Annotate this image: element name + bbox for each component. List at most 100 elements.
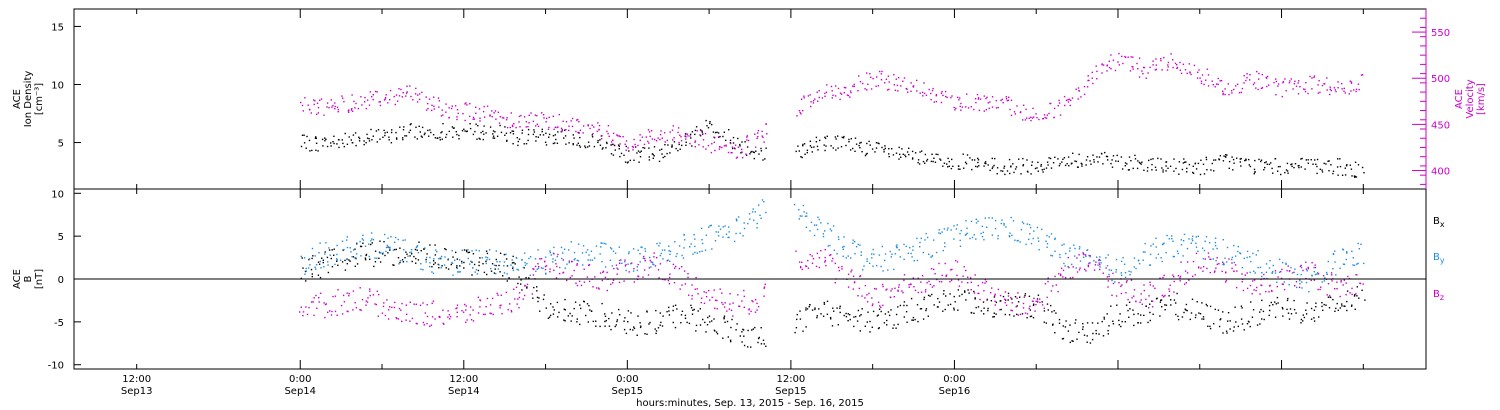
bx-point bbox=[758, 336, 760, 339]
bz-point bbox=[1043, 307, 1045, 309]
bx-point bbox=[730, 340, 732, 343]
by-point bbox=[314, 255, 316, 257]
velocity-point bbox=[1075, 88, 1077, 90]
velocity-point bbox=[923, 82, 925, 84]
bz-point bbox=[866, 294, 868, 296]
bx-point bbox=[1328, 307, 1331, 309]
by-point bbox=[1098, 259, 1100, 262]
velocity-point bbox=[1118, 52, 1120, 55]
bz-point bbox=[1140, 299, 1142, 301]
density-point bbox=[483, 125, 485, 127]
velocity-point bbox=[456, 109, 459, 111]
density-point bbox=[667, 144, 669, 146]
legend-bx-sub: x bbox=[1440, 220, 1445, 229]
velocity-point bbox=[846, 94, 849, 96]
bx-point bbox=[949, 293, 951, 295]
by-point bbox=[1099, 256, 1101, 258]
by-point bbox=[1099, 259, 1101, 262]
velocity-point bbox=[570, 120, 572, 122]
velocity-point bbox=[721, 146, 723, 149]
by-point bbox=[931, 255, 933, 257]
bx-point bbox=[472, 253, 475, 255]
density-point bbox=[850, 138, 852, 140]
bz-point bbox=[1215, 267, 1217, 269]
by-point bbox=[676, 253, 678, 255]
velocity-point bbox=[970, 106, 972, 108]
bx-point bbox=[402, 261, 405, 263]
bx-point bbox=[805, 309, 807, 311]
by-point bbox=[542, 267, 544, 269]
bx-point bbox=[1286, 299, 1289, 302]
velocity-point bbox=[1129, 70, 1132, 72]
bx-point bbox=[1322, 309, 1324, 311]
density-point bbox=[403, 126, 405, 128]
bx-point bbox=[1227, 320, 1229, 322]
density-point bbox=[388, 139, 390, 141]
by-point bbox=[315, 268, 317, 270]
bx-point bbox=[1086, 341, 1088, 343]
bx-point bbox=[726, 320, 729, 323]
bz-point bbox=[1305, 261, 1307, 263]
bz-point bbox=[623, 280, 625, 282]
density-point bbox=[358, 137, 361, 140]
bz-point bbox=[616, 273, 618, 275]
density-point bbox=[1173, 170, 1175, 172]
velocity-point bbox=[689, 142, 691, 145]
by-point bbox=[591, 259, 593, 261]
velocity-point bbox=[866, 72, 868, 74]
density-point bbox=[917, 161, 919, 164]
bz-point bbox=[324, 303, 327, 306]
bx-point bbox=[895, 327, 897, 329]
bz-point bbox=[1198, 267, 1200, 269]
by-point bbox=[588, 254, 590, 256]
velocity-point bbox=[506, 117, 508, 119]
bz-point bbox=[566, 279, 568, 282]
density-point bbox=[523, 143, 525, 145]
density-point bbox=[1013, 171, 1015, 174]
velocity-point bbox=[953, 106, 955, 109]
density-point bbox=[1081, 165, 1083, 167]
velocity-point bbox=[425, 109, 428, 111]
density-point bbox=[1031, 161, 1033, 163]
density-point bbox=[405, 135, 408, 137]
bz-point bbox=[709, 299, 711, 301]
velocity-point bbox=[632, 146, 635, 148]
bz-point bbox=[1120, 292, 1123, 295]
bx-point bbox=[494, 268, 496, 270]
bz-point bbox=[1139, 301, 1141, 303]
bz-point bbox=[594, 276, 596, 278]
bx-point bbox=[623, 320, 625, 322]
by-point bbox=[805, 226, 808, 228]
velocity-point bbox=[928, 88, 930, 91]
by-point bbox=[1020, 228, 1023, 231]
bx-point bbox=[1235, 321, 1237, 323]
bz-point bbox=[1072, 266, 1074, 268]
density-point bbox=[809, 145, 812, 147]
bx-point bbox=[1260, 308, 1262, 311]
bz-point bbox=[859, 275, 862, 277]
density-point bbox=[681, 144, 683, 147]
bx-point bbox=[905, 311, 908, 313]
density-point bbox=[591, 136, 594, 138]
bz-point bbox=[429, 325, 431, 327]
bz-point bbox=[807, 259, 809, 262]
velocity-point bbox=[866, 89, 868, 91]
velocity-point bbox=[1152, 60, 1154, 62]
bx-point bbox=[811, 309, 814, 311]
by-point bbox=[630, 263, 632, 265]
density-point bbox=[1351, 175, 1353, 177]
by-point bbox=[1246, 256, 1248, 259]
bz-point bbox=[1145, 298, 1147, 301]
velocity-point bbox=[647, 129, 650, 131]
bx-point bbox=[1249, 325, 1251, 328]
velocity-point bbox=[756, 137, 758, 139]
velocity-point bbox=[301, 104, 304, 107]
density-point bbox=[1263, 169, 1265, 171]
by-point bbox=[512, 269, 515, 271]
density-point bbox=[445, 136, 447, 138]
velocity-point bbox=[405, 92, 408, 94]
density-point bbox=[464, 130, 466, 132]
bz-point bbox=[398, 307, 401, 310]
by-point bbox=[802, 204, 805, 207]
velocity-point bbox=[876, 76, 878, 78]
